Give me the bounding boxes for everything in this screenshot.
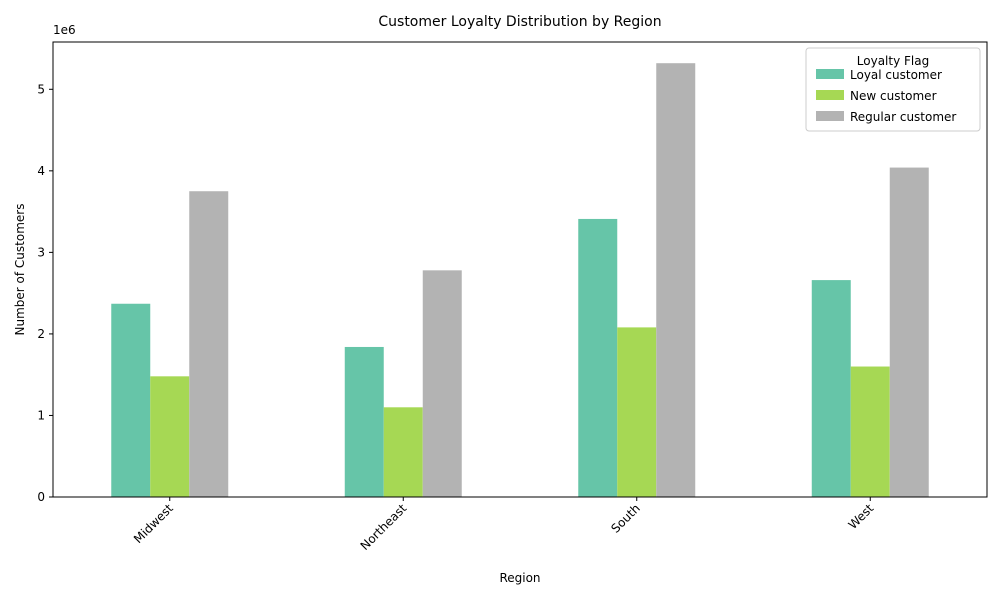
legend-title: Loyalty Flag: [857, 54, 929, 68]
y-axis-label: Number of Customers: [13, 204, 27, 336]
plot-frame: [52, 41, 988, 498]
bar-loyal-customer-midwest: [111, 303, 151, 497]
y-tick-label: 1: [37, 408, 45, 422]
bar-new-customer-south: [617, 327, 657, 497]
legend-entry: Loyal customer: [850, 68, 942, 82]
y-tick-label: 0: [37, 490, 45, 504]
y-tick-label: 3: [37, 245, 45, 259]
y-tick-label: 5: [37, 82, 45, 96]
legend-entry: Regular customer: [850, 110, 956, 124]
x-tick-label: Northeast: [358, 501, 410, 553]
y-tick-label: 4: [37, 164, 45, 178]
legend-swatch: [816, 90, 844, 100]
bar-loyal-customer-northeast: [344, 346, 384, 497]
bar-loyal-customer-south: [578, 218, 618, 497]
x-tick-label: Midwest: [131, 501, 176, 546]
bar-regular-customer-west: [889, 167, 929, 497]
bar-regular-customer-south: [656, 63, 696, 497]
x-axis-label: Region: [499, 571, 540, 585]
bar-loyal-customer-west: [811, 280, 851, 497]
legend-box: [805, 47, 981, 132]
x-axis-ticks: Midwest Northeast South West: [131, 497, 877, 553]
y-axis-offset-label: 1e6: [53, 23, 76, 37]
bar-new-customer-west: [850, 366, 890, 497]
bar-regular-customer-northeast: [422, 270, 462, 497]
y-tick-label: 2: [37, 327, 45, 341]
bar-new-customer-midwest: [150, 376, 190, 497]
x-tick-label: West: [846, 501, 877, 532]
bars-group: [111, 63, 929, 497]
legend: Loyalty Flag Loyal customer New customer R…: [805, 47, 981, 132]
legend-swatch: [816, 69, 844, 79]
bar-regular-customer-midwest: [189, 191, 229, 497]
legend-entry: New customer: [850, 89, 937, 103]
y-axis-ticks: 0 1 2 3 4 5: [37, 82, 53, 504]
bar-new-customer-northeast: [383, 407, 423, 497]
chart-title: Customer Loyalty Distribution by Region: [378, 14, 661, 30]
x-tick-label: South: [608, 501, 643, 536]
legend-swatch: [816, 111, 844, 121]
